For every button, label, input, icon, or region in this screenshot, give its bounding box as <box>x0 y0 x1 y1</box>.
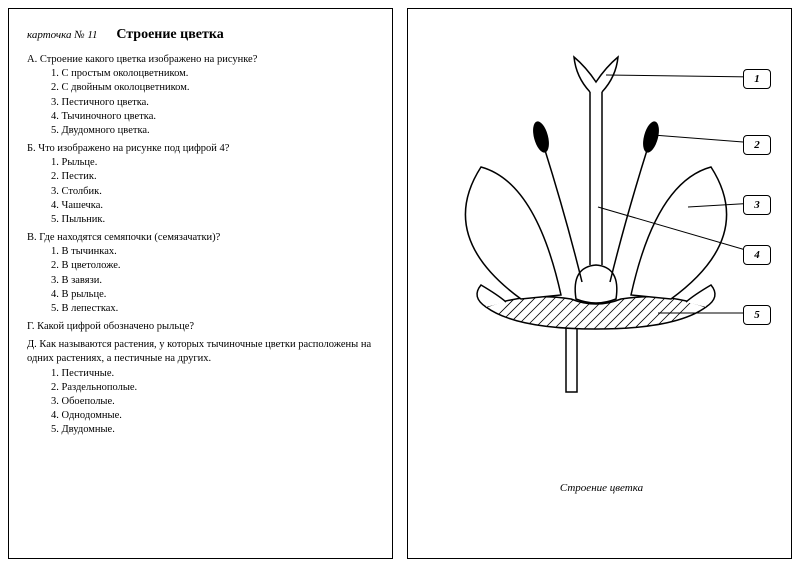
diagram-label-5: 5 <box>743 305 771 325</box>
card-number: карточка № 11 <box>27 29 98 41</box>
question-text: Б. Что изображено на рисунке под цифрой … <box>27 142 378 156</box>
option-item: 5. Двудомного цветка. <box>51 124 378 138</box>
option-item: 4. Чашечка. <box>51 199 378 213</box>
option-item: 2. Раздельнополые. <box>51 381 378 395</box>
options-list: 1. В тычинках.2. В цветоложе.3. В завязи… <box>51 245 378 316</box>
diagram-wrap: 1 2 3 4 5 Строение цветка <box>426 27 777 544</box>
option-item: 5. Двудомные. <box>51 423 378 437</box>
question-text: Д. Как называются растения, у которых ты… <box>27 338 378 366</box>
question-text: В. Где находятся семяпочки (семязачатки)… <box>27 231 378 245</box>
right-panel: 1 2 3 4 5 Строение цветка <box>407 8 792 559</box>
flower-diagram <box>426 37 786 397</box>
option-item: 5. В лепестках. <box>51 302 378 316</box>
options-list: 1. Пестичные.2. Раздельнополые.3. Обоепо… <box>51 367 378 438</box>
questions-block: А. Строение какого цветка изображено на … <box>27 53 378 437</box>
card-header: карточка № 11 Строение цветка <box>27 27 378 43</box>
option-item: 2. В цветоложе. <box>51 259 378 273</box>
option-item: 1. В тычинках. <box>51 245 378 259</box>
option-item: 1. Рыльце. <box>51 156 378 170</box>
diagram-label-1: 1 <box>743 69 771 89</box>
left-panel: карточка № 11 Строение цветка А. Строени… <box>8 8 393 559</box>
options-list: 1. С простым околоцветником.2. С двойным… <box>51 67 378 138</box>
diagram-label-2: 2 <box>743 135 771 155</box>
option-item: 2. С двойным околоцветником. <box>51 81 378 95</box>
option-item: 4. Тычиночного цветка. <box>51 110 378 124</box>
option-item: 3. В завязи. <box>51 274 378 288</box>
question-text: Г. Какой цифрой обозначено рыльце? <box>27 320 378 334</box>
option-item: 3. Пестичного цветка. <box>51 96 378 110</box>
option-item: 1. С простым околоцветником. <box>51 67 378 81</box>
option-item: 5. Пыльник. <box>51 213 378 227</box>
options-list: 1. Рыльце.2. Пестик.3. Столбик.4. Чашечк… <box>51 156 378 227</box>
option-item: 3. Обоеполые. <box>51 395 378 409</box>
diagram-caption: Строение цветка <box>426 482 777 494</box>
diagram-label-3: 3 <box>743 195 771 215</box>
option-item: 3. Столбик. <box>51 185 378 199</box>
card-title: Строение цветка <box>116 27 223 42</box>
option-item: 2. Пестик. <box>51 170 378 184</box>
option-item: 4. Однодомные. <box>51 409 378 423</box>
diagram-label-4: 4 <box>743 245 771 265</box>
question-text: А. Строение какого цветка изображено на … <box>27 53 378 67</box>
option-item: 4. В рыльце. <box>51 288 378 302</box>
option-item: 1. Пестичные. <box>51 367 378 381</box>
